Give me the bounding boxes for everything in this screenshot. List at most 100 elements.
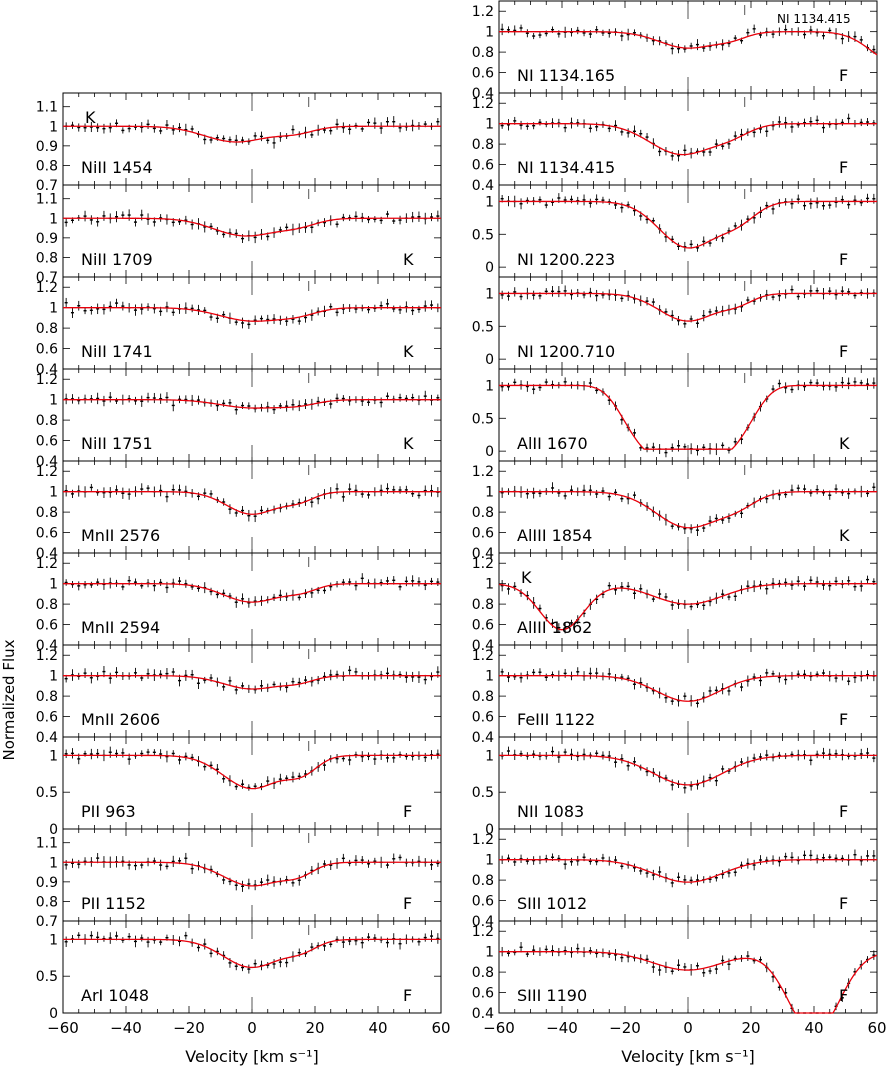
- y-tick-label: 0.5: [36, 785, 58, 801]
- y-tick-label: 0.6: [472, 710, 494, 726]
- model-curve: [63, 861, 441, 887]
- flag-label: K: [403, 434, 414, 453]
- y-tick-label: 0.6: [36, 710, 58, 726]
- y-tick-label: 0.6: [36, 434, 58, 450]
- y-tick-label: 0: [49, 1006, 58, 1022]
- y-tick-label: 1: [49, 748, 58, 764]
- y-tick-label: 0.6: [472, 618, 494, 634]
- y-tick-label: 0.8: [36, 894, 58, 910]
- flag-label: K: [839, 526, 850, 545]
- ion-label: NI 1200.710: [517, 342, 615, 361]
- panel-right-4: 1 0.5 0 NI 1200.710 F: [472, 276, 878, 370]
- panel-right-1: 1.2 1 0.8 0.6 0.4 NI 1134.165 F NI 1134.415: [472, 0, 878, 102]
- y-tick-label: 1: [485, 748, 494, 764]
- y-tick-label: 0.5: [36, 969, 58, 985]
- x-tick-label: 60: [867, 1019, 886, 1037]
- ion-label: MnII 2606: [81, 710, 160, 729]
- y-tick-label: 1: [485, 577, 494, 593]
- ion-label: NI 1134.165: [517, 66, 615, 85]
- y-tick-label: 1.2: [472, 4, 494, 20]
- y-tick-label: 1.2: [36, 280, 58, 296]
- blend-note: NI 1134.415: [777, 12, 851, 26]
- x-tick-label: 40: [804, 1019, 823, 1037]
- y-tick-label: 0.6: [36, 526, 58, 542]
- data-series: [64, 297, 440, 329]
- y-tick-label: 1: [49, 485, 58, 501]
- y-tick-label: 0.8: [472, 597, 494, 613]
- panel-left-1: 1.1 1 0.9 0.8 0.7 NiII 1454 K: [36, 92, 442, 194]
- flag-label: K: [521, 568, 532, 587]
- x-tick-label: −20: [609, 1019, 641, 1037]
- y-tick-label: 0.5: [472, 785, 494, 801]
- model-curve: [499, 31, 878, 56]
- y-tick-label: 0.6: [36, 618, 58, 634]
- model-curve: [499, 491, 877, 529]
- data-series: [64, 390, 440, 415]
- panel-right-9: 1 0.5 0 NII 1083 F: [472, 736, 878, 838]
- model-curve: [63, 754, 441, 790]
- y-tick-label: 1.2: [36, 556, 58, 572]
- y-tick-label: 0.4: [472, 86, 494, 102]
- y-tick-label: 0.6: [472, 526, 494, 542]
- model-curve: [63, 491, 441, 515]
- x-tick-label: 60: [431, 1019, 450, 1037]
- y-tick-label: 0.8: [472, 873, 494, 889]
- y-tick-label: 0.4: [36, 454, 58, 470]
- ion-label: NiII 1454: [81, 158, 153, 177]
- ion-label: NI 1200.223: [517, 250, 615, 269]
- ion-label: AlIII 1854: [517, 526, 592, 545]
- panel-left-6: 1.2 1 0.8 0.6 0.4 MnII 2594: [36, 552, 442, 654]
- ion-label: MnII 2576: [81, 526, 160, 545]
- y-tick-label: 0.8: [36, 413, 58, 429]
- flag-label: F: [839, 250, 848, 269]
- y-tick-label: 1.2: [472, 464, 494, 480]
- ion-label: PII 1152: [81, 894, 146, 913]
- x-tick-label: 40: [368, 1019, 387, 1037]
- flag-label: F: [839, 710, 848, 729]
- y-tick-label: 0.4: [36, 546, 58, 562]
- panel-right-8: 1.2 1 0.8 0.6 0.4 FeIII 1122 F: [472, 644, 878, 746]
- y-tick-label: 0.7: [36, 914, 58, 930]
- ion-label: NiII 1709: [81, 250, 153, 269]
- model-curve: [63, 307, 441, 322]
- model-curve: [499, 675, 877, 702]
- panel-left-10: 1 0.5 0 ArI 1048 F: [36, 920, 442, 1022]
- model-curve: [63, 583, 441, 603]
- y-tick-label: 0.8: [36, 505, 58, 521]
- flag-label: K: [403, 342, 414, 361]
- y-tick-label: 0.8: [472, 137, 494, 153]
- y-tick-label: 1: [49, 577, 58, 593]
- y-tick-label: 1: [49, 119, 58, 135]
- data-series: [500, 23, 876, 55]
- flag-label: F: [839, 66, 848, 85]
- data-series: [500, 667, 876, 708]
- y-tick-label: 0: [49, 822, 58, 838]
- y-tick-label: 0.6: [472, 66, 494, 82]
- flag-label: F: [403, 894, 412, 913]
- y-tick-label: 1: [49, 301, 58, 317]
- ion-label: ArI 1048: [81, 986, 149, 1005]
- x-tick-label: −60: [483, 1019, 515, 1037]
- x-tick-label: −40: [546, 1019, 578, 1037]
- y-tick-label: 1.1: [36, 192, 58, 208]
- x-axis-label-right: Velocity [km s⁻¹]: [621, 1047, 754, 1066]
- y-tick-label: 0.6: [472, 158, 494, 174]
- y-tick-label: 1: [485, 945, 494, 961]
- panel-left-2: 1.1 1 0.9 0.8 0.7 NiII 1709 K: [36, 184, 442, 286]
- x-tick-label: −20: [173, 1019, 205, 1037]
- y-tick-label: 0.6: [36, 342, 58, 358]
- model-curve: [499, 200, 877, 249]
- y-tick-label: 0: [485, 444, 494, 460]
- y-tick-label: 1: [485, 378, 494, 394]
- y-tick-label: 1.2: [36, 372, 58, 388]
- model-curve: [499, 951, 878, 1014]
- y-tick-label: 0: [485, 352, 494, 368]
- y-tick-label: 0.8: [36, 158, 58, 174]
- ion-label: NI 1134.415: [517, 158, 615, 177]
- y-tick-label: 0.9: [36, 875, 58, 891]
- model-curve: [63, 675, 441, 690]
- y-tick-label: 1: [49, 669, 58, 685]
- flag-label: F: [839, 986, 848, 1005]
- y-tick-label: 1.2: [36, 464, 58, 480]
